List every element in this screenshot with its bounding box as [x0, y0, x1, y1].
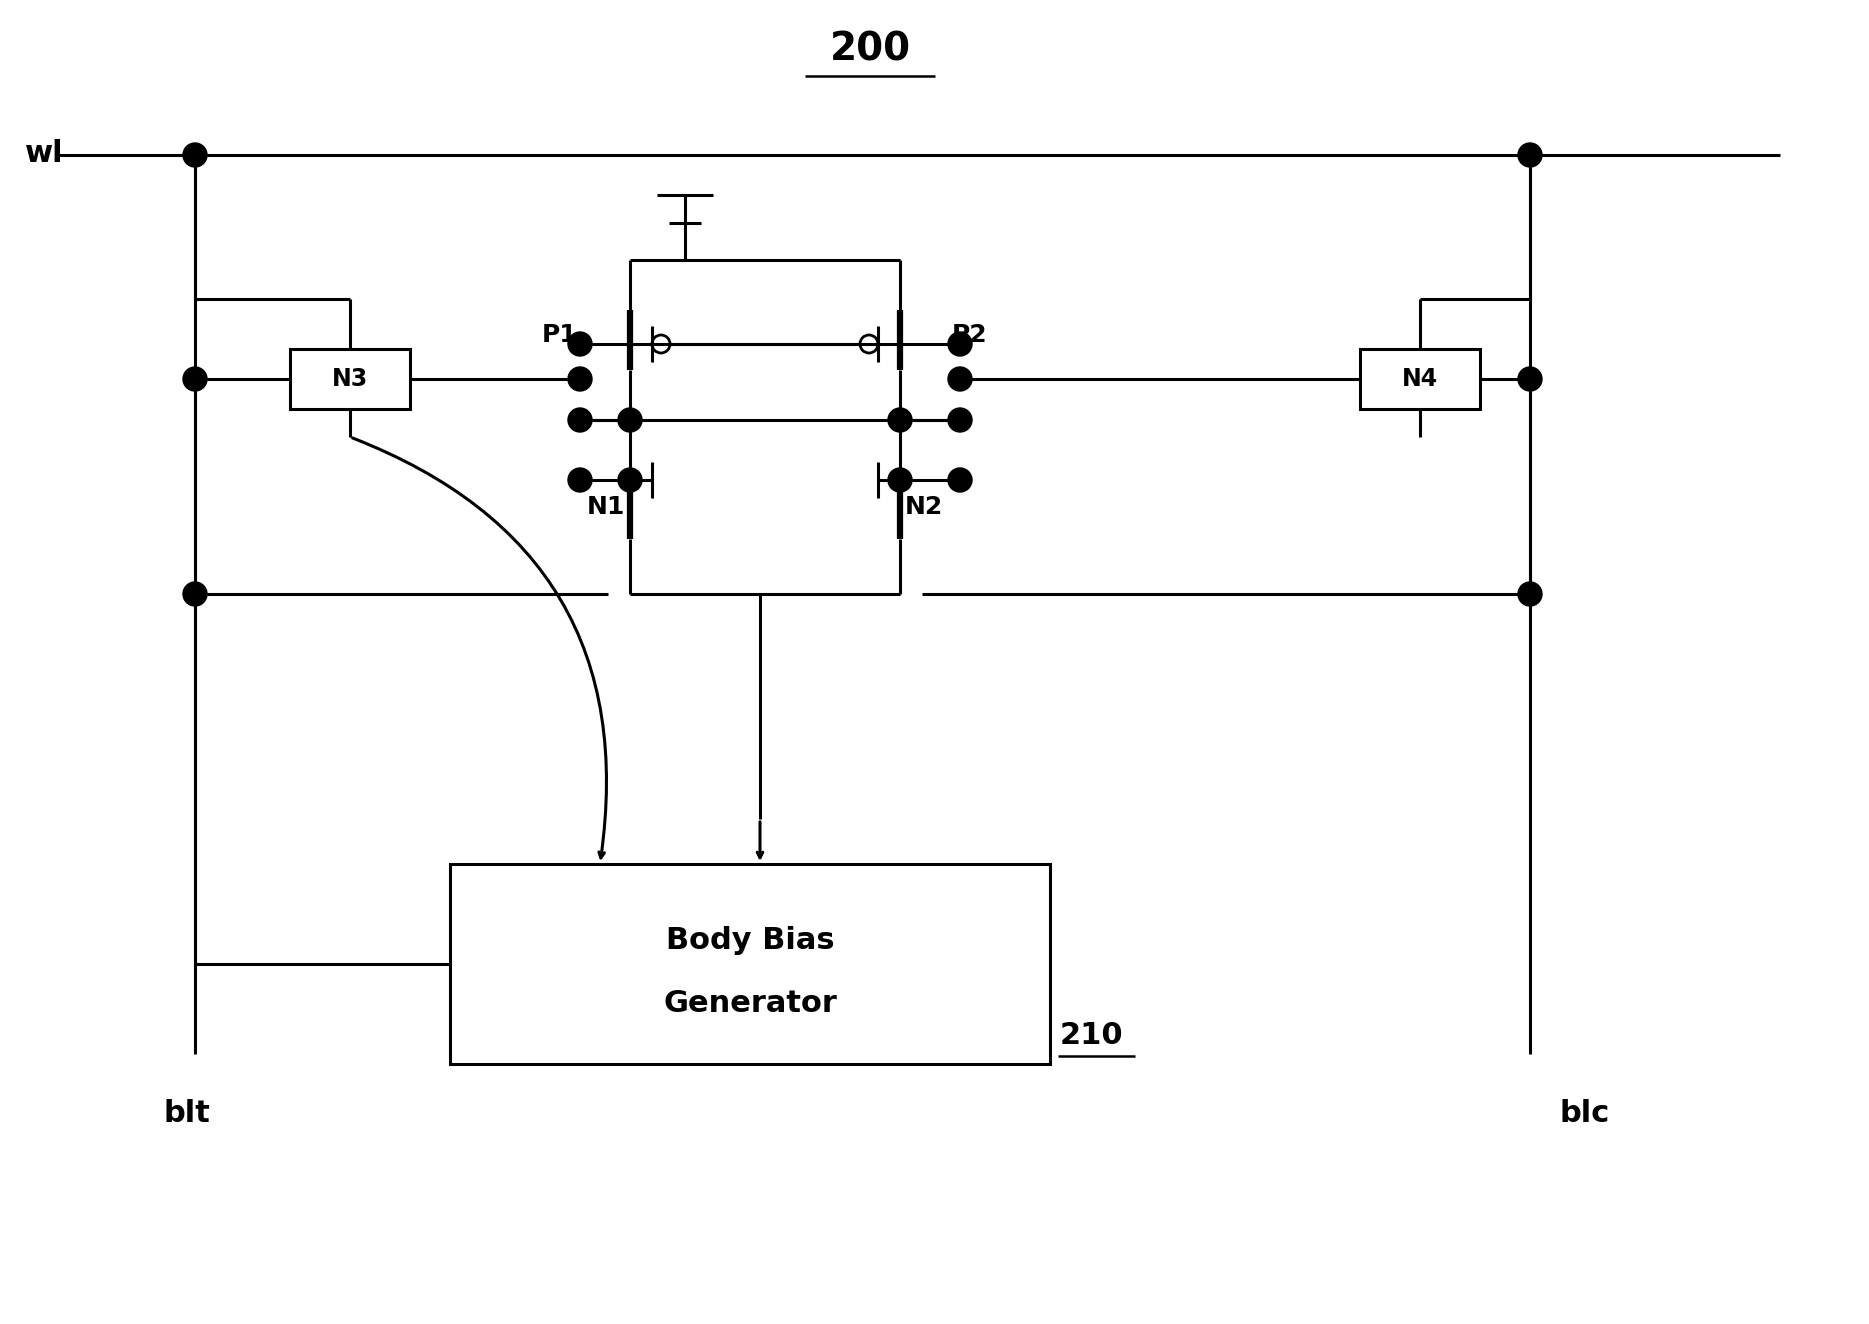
Text: blc: blc: [1561, 1099, 1609, 1128]
Text: Body Bias: Body Bias: [665, 925, 834, 955]
Text: blt: blt: [164, 1099, 211, 1128]
Circle shape: [948, 367, 972, 391]
Text: 210: 210: [1060, 1022, 1123, 1050]
Text: P2: P2: [951, 323, 987, 347]
Circle shape: [619, 467, 641, 493]
Circle shape: [183, 143, 207, 167]
Circle shape: [948, 408, 972, 432]
Bar: [1361, 350, 1480, 409]
Text: N2: N2: [905, 495, 944, 519]
Bar: [450, 865, 1050, 1064]
Text: N3: N3: [333, 367, 368, 391]
Circle shape: [568, 408, 592, 432]
Text: Generator: Generator: [663, 989, 837, 1018]
Circle shape: [183, 583, 207, 606]
Bar: [290, 350, 409, 409]
Circle shape: [183, 367, 207, 391]
Circle shape: [948, 332, 972, 356]
Circle shape: [888, 467, 912, 493]
Circle shape: [568, 332, 592, 356]
Text: P1: P1: [542, 323, 578, 347]
Circle shape: [568, 367, 592, 391]
Text: 200: 200: [830, 30, 910, 68]
Circle shape: [888, 408, 912, 432]
Circle shape: [948, 467, 972, 493]
Circle shape: [1518, 367, 1542, 391]
Circle shape: [1518, 583, 1542, 606]
Circle shape: [568, 467, 592, 493]
Circle shape: [619, 408, 641, 432]
Text: N4: N4: [1402, 367, 1437, 391]
Circle shape: [1518, 143, 1542, 167]
Text: N1: N1: [587, 495, 624, 519]
Text: wl: wl: [24, 139, 64, 168]
